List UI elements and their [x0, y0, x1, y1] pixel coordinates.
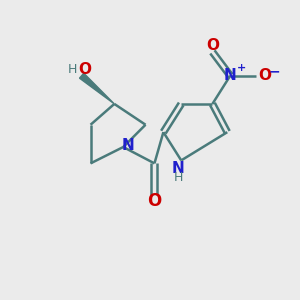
- Text: −: −: [269, 64, 281, 78]
- Text: N: N: [172, 161, 184, 176]
- Text: O: O: [147, 191, 162, 209]
- Text: O: O: [206, 38, 219, 53]
- Text: O: O: [259, 68, 272, 83]
- Text: N: N: [224, 68, 237, 83]
- Text: H: H: [173, 171, 183, 184]
- Text: +: +: [237, 63, 246, 73]
- Polygon shape: [80, 73, 114, 104]
- Text: O: O: [78, 62, 91, 77]
- Text: H: H: [68, 63, 77, 76]
- Text: N: N: [121, 138, 134, 153]
